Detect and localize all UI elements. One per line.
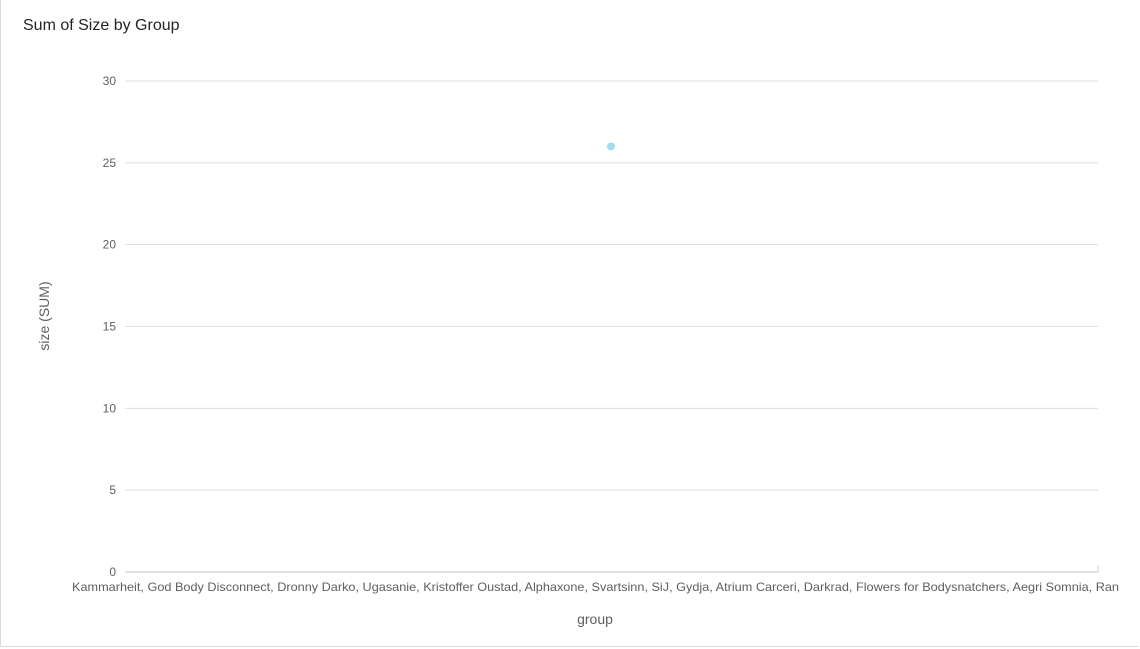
y-axis-title: size (SUM) [36, 281, 52, 350]
y-tick-label: 5 [109, 483, 116, 497]
y-tick-label: 0 [109, 565, 116, 579]
chart-title: Sum of Size by Group [23, 17, 180, 34]
y-tick-label: 10 [103, 401, 117, 415]
data-point[interactable] [607, 142, 615, 151]
y-tick-label: 15 [103, 320, 117, 334]
x-category-label: Kammarheit, God Body Disconnect, Dronny … [72, 580, 1119, 594]
y-tick-label: 30 [103, 74, 117, 88]
y-axis-ticks: 0 5 10 15 20 25 30 [103, 74, 117, 579]
data-points [607, 142, 615, 151]
y-tick-label: 25 [103, 156, 117, 170]
x-axis-categories: Kammarheit, God Body Disconnect, Dronny … [72, 580, 1119, 594]
x-axis-title: group [577, 611, 613, 627]
y-tick-label: 20 [103, 238, 117, 252]
gridlines [125, 80, 1098, 491]
